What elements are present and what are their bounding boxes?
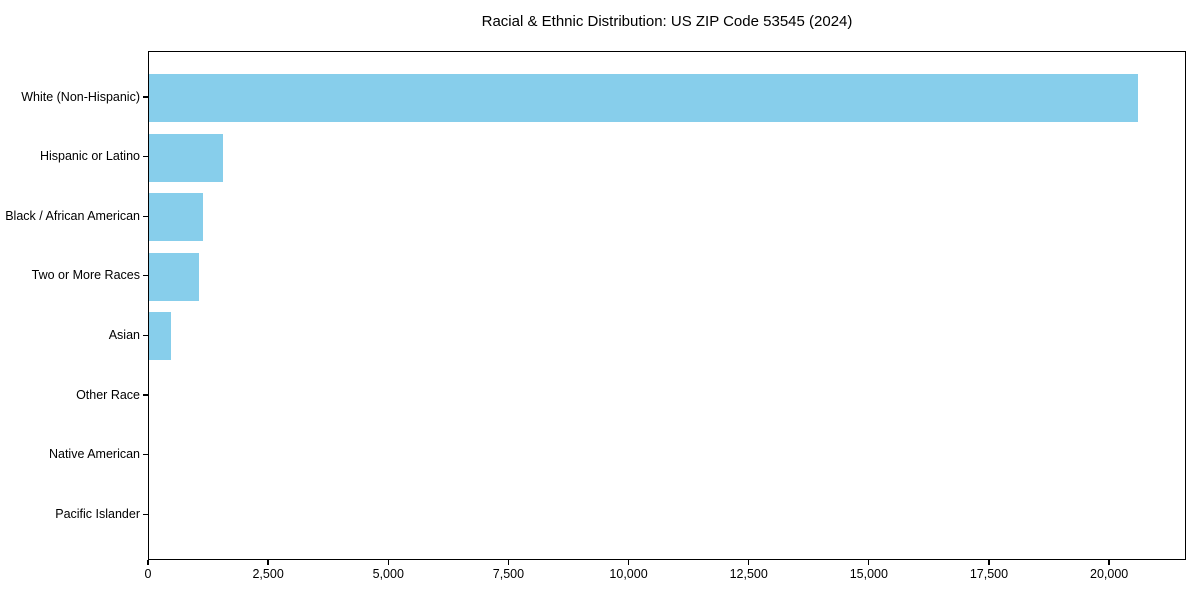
x-tick-label: 2,500 [252, 567, 284, 581]
y-tick-mark [143, 96, 148, 98]
x-tick-mark [507, 560, 510, 565]
y-tick-mark [143, 275, 148, 277]
y-tick-label: Two or More Races [31, 268, 140, 283]
bar-white-non-hispanic [149, 74, 1138, 122]
x-tick-label: 17,500 [969, 567, 1009, 581]
y-tick-label: Hispanic or Latino [39, 149, 140, 164]
y-tick-mark [143, 513, 148, 515]
y-tick-label: Asian [108, 327, 140, 342]
x-tick-label: 12,500 [729, 567, 768, 581]
x-tick-mark [1108, 560, 1110, 565]
x-tick-mark [627, 560, 630, 565]
x-tick-mark [147, 560, 149, 565]
y-tick-mark [143, 155, 148, 158]
bar-asian [149, 312, 171, 361]
y-tick-label: Black / African American [5, 208, 140, 223]
x-tick-mark [267, 560, 269, 565]
x-tick-label: 7,500 [492, 567, 525, 581]
y-tick-label: White (Non-Hispanic) [21, 89, 140, 104]
y-tick-label: Other Race [76, 387, 140, 402]
x-tick-mark [387, 560, 389, 565]
chart-title: Racial & Ethnic Distribution: US ZIP Cod… [481, 13, 853, 30]
x-tick-label: 0 [144, 567, 152, 581]
x-tick-mark [988, 560, 990, 565]
y-tick-mark [143, 453, 148, 456]
x-tick-label: 10,000 [609, 567, 648, 581]
y-tick-mark [143, 334, 148, 337]
x-tick-label: 20,000 [1089, 567, 1129, 581]
x-tick-mark [748, 560, 750, 565]
y-tick-label: Native American [48, 447, 140, 462]
x-tick-mark [868, 560, 870, 565]
bars-layer [149, 52, 1185, 559]
y-tick-mark [143, 394, 148, 396]
x-tick-label: 15,000 [849, 567, 888, 581]
bar-hispanic-or-latino [149, 133, 223, 182]
y-tick-mark [143, 215, 148, 217]
x-tick-label: 5,000 [372, 567, 404, 581]
plot-area [148, 51, 1186, 560]
y-tick-label: Pacific Islander [55, 506, 140, 521]
bar-black-african-american [149, 193, 204, 242]
bar-two-or-more-races [149, 252, 200, 301]
